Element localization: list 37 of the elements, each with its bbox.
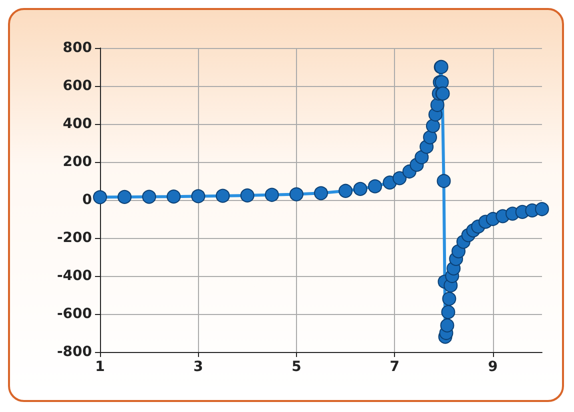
point xyxy=(264,188,279,202)
y-tick-label: 600 xyxy=(62,78,92,94)
y-tick-label: -800 xyxy=(56,344,92,360)
point xyxy=(93,190,107,204)
point xyxy=(166,190,181,204)
point xyxy=(289,187,304,202)
x-tick-label: 3 xyxy=(193,359,204,375)
y-tick-label: 0 xyxy=(82,192,92,208)
y-tick-label: -200 xyxy=(56,230,92,246)
point xyxy=(441,305,456,320)
point xyxy=(240,188,254,202)
point xyxy=(314,186,328,200)
point xyxy=(414,150,429,164)
point xyxy=(338,184,353,198)
x-tick-label: 5 xyxy=(292,359,302,375)
point xyxy=(392,171,407,186)
y-tick-label: 800 xyxy=(62,40,92,56)
point xyxy=(353,182,368,196)
y-tick-label: 200 xyxy=(62,154,92,170)
point xyxy=(426,118,440,133)
point xyxy=(118,190,132,204)
y-tick-label: -400 xyxy=(56,268,92,284)
point xyxy=(216,188,230,203)
point xyxy=(440,318,454,332)
y-tick-label: -600 xyxy=(56,306,92,322)
x-tick-label: 1 xyxy=(95,359,105,375)
point xyxy=(142,190,156,204)
point xyxy=(436,174,451,188)
point xyxy=(535,202,549,216)
point xyxy=(430,98,444,112)
x-tick-label: 9 xyxy=(488,359,498,375)
point xyxy=(368,179,382,194)
x-tick-label: 7 xyxy=(390,359,400,375)
point xyxy=(191,189,206,204)
y-tick-label: 400 xyxy=(62,116,92,132)
point xyxy=(423,130,438,144)
point xyxy=(442,292,456,306)
